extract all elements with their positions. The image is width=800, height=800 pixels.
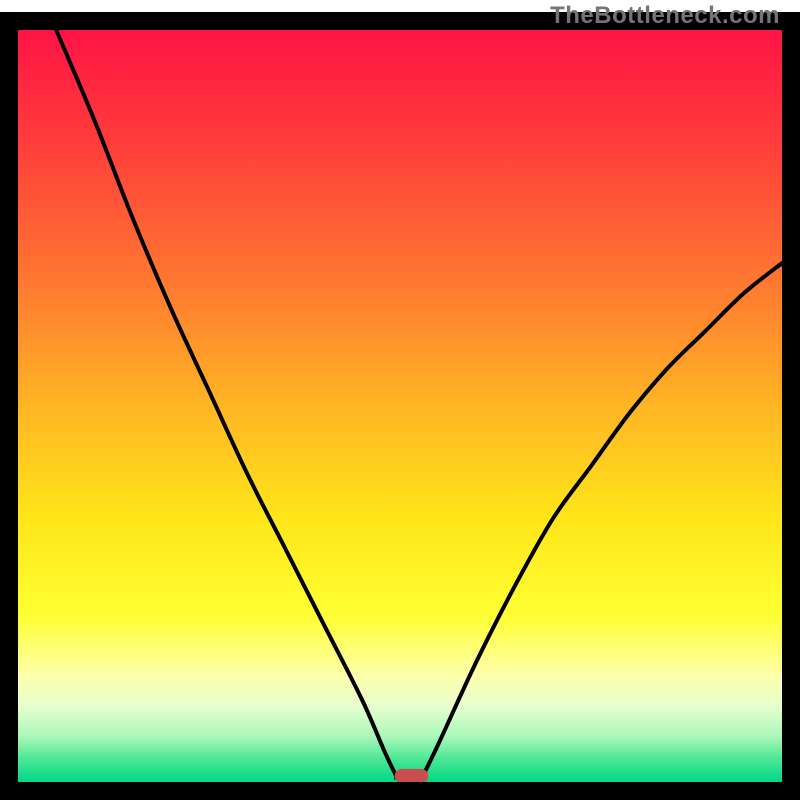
chart-frame: TheBottleneck.com: [0, 0, 800, 800]
chart-svg: [0, 0, 800, 800]
watermark-text: TheBottleneck.com: [550, 2, 780, 30]
optimal-marker: [395, 769, 429, 783]
chart-background: [18, 30, 782, 782]
